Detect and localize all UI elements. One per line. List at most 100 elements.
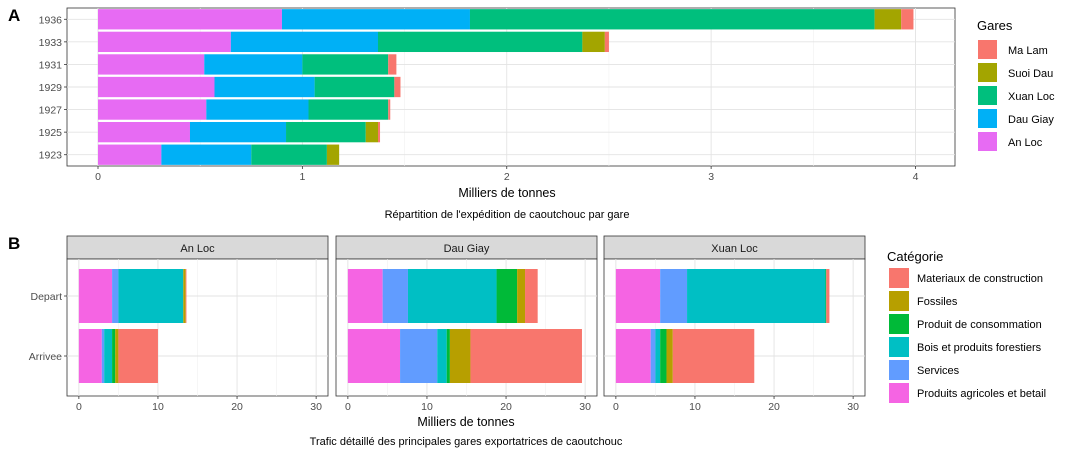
bar-1923-an-loc	[98, 144, 162, 165]
legend-label-xuan-loc: Xuan Loc	[1008, 91, 1055, 103]
panel-a-x-ticks: 0 1 2 3 4	[95, 166, 919, 183]
panel-a-bars	[98, 9, 914, 165]
legend-label-an-loc: An Loc	[1008, 137, 1043, 149]
facet-x-tick-label: 0	[345, 401, 351, 413]
panel-b-caption: Trafic détaillé des principales gares ex…	[310, 436, 623, 448]
panel-b: B An Loc 0 10 20 30 Dau Giay 0 10 20 30 Xuan Loc 0 1…	[8, 234, 1046, 448]
legend-swatch-ma-lam	[978, 40, 997, 59]
bar-1931-an-loc	[98, 54, 205, 75]
bar-an-loc-arrivee-produits-agricoles-et-betail	[78, 329, 102, 383]
bar-1936-suoi-dau	[874, 9, 902, 30]
bar-1923-suoi-dau	[326, 144, 340, 165]
bar-1925-ma-lam	[377, 121, 381, 143]
legend-label-ma-lam: Ma Lam	[1008, 45, 1048, 57]
bar-1936-ma-lam	[901, 9, 914, 30]
bar-xuan-loc-depart-produits-agricoles-et-betail	[615, 269, 661, 323]
facet-x-tick-label: 10	[152, 401, 164, 413]
panel-b-x-axis-label: Milliers de tonnes	[417, 415, 514, 429]
bar-an-loc-arrivee-services	[101, 329, 105, 383]
bar-1927-ma-lam	[388, 99, 391, 120]
panel-a-x-tick-label: 4	[913, 171, 919, 183]
panel-a-y-tick-label: 1933	[39, 37, 63, 49]
bar-1931-dau-giay	[204, 54, 303, 75]
bar-an-loc-depart-services	[112, 269, 119, 323]
panel-a-x-tick-label: 2	[504, 171, 510, 183]
bar-dau-giay-depart-produit-de-consommation	[496, 269, 518, 323]
facet-xuan-loc: Xuan Loc 0 10 20 30	[603, 235, 866, 413]
facet-x-tick-label: 20	[231, 401, 243, 413]
panel-a-y-tick-label: 1923	[39, 150, 63, 162]
bar-1929-an-loc	[98, 76, 215, 98]
facet-x-tick-label: 0	[76, 401, 82, 413]
facet-x-tick-label: 30	[310, 401, 322, 413]
bar-1933-suoi-dau	[582, 31, 605, 53]
bar-dau-giay-arrivee-bois-et-produits-forestiers	[437, 329, 447, 383]
bar-xuan-loc-depart-services	[660, 269, 688, 323]
panel-b-y-tick-label: Arrivee	[29, 351, 62, 363]
bar-an-loc-depart-materiaux-de-construction	[185, 269, 187, 323]
panel-b-y-ticks: Depart Arrivee	[29, 291, 67, 363]
panel-a-y-tick-label: 1931	[39, 59, 63, 71]
legend-label-materiaux-de-construction: Materiaux de construction	[917, 273, 1043, 285]
facet-an-loc: An Loc 0 10 20 30	[66, 235, 329, 413]
bar-dau-giay-depart-fossiles	[517, 269, 526, 323]
bar-xuan-loc-arrivee-services	[650, 329, 656, 383]
facet-x-tick-label: 10	[421, 401, 433, 413]
panel-b-legend-title: Catégorie	[887, 249, 943, 264]
panel-a-x-tick-label: 3	[708, 171, 714, 183]
panel-a-x-tick-label: 0	[95, 171, 101, 183]
bar-dau-giay-arrivee-produit-de-consommation	[446, 329, 450, 383]
bar-1936-an-loc	[98, 9, 282, 30]
bar-1923-dau-giay	[161, 144, 252, 165]
bar-an-loc-arrivee-fossiles	[115, 329, 119, 383]
panel-a-x-axis-label: Milliers de tonnes	[458, 186, 555, 200]
bar-1933-an-loc	[98, 31, 231, 53]
panel-b-tag: B	[8, 234, 20, 253]
bar-an-loc-arrivee-materiaux-de-construction	[118, 329, 158, 383]
legend-label-fossiles: Fossiles	[917, 296, 958, 308]
legend-label-dau-giay: Dau Giay	[1008, 114, 1054, 126]
legend-label-bois-et-produits-forestiers: Bois et produits forestiers	[917, 342, 1042, 354]
bar-1927-dau-giay	[206, 99, 309, 120]
panel-a-legend: Gares Ma Lam Suoi Dau Xuan Loc Dau Giay An L…	[977, 18, 1055, 151]
legend-label-produits-agricoles-et-betail: Produits agricoles et betail	[917, 388, 1046, 400]
panel-a-x-tick-label: 1	[299, 171, 305, 183]
legend-swatch-services	[889, 360, 909, 380]
bar-dau-giay-arrivee-services	[400, 329, 438, 383]
legend-swatch-produits-agricoles-et-betail	[889, 383, 909, 403]
bar-an-loc-arrivee-bois-et-produits-forestiers	[104, 329, 113, 383]
panel-a-y-tick-label: 1927	[39, 105, 63, 117]
panel-a-caption: Répartition de l'expédition de caoutchou…	[385, 209, 630, 221]
bar-xuan-loc-arrivee-produit-de-consommation	[660, 329, 667, 383]
bar-1933-xuan-loc	[377, 31, 583, 53]
panel-b-legend: Catégorie Materiaux de construction Fossi…	[887, 249, 1046, 403]
legend-swatch-produit-de-consommation	[889, 314, 909, 334]
bar-1936-dau-giay	[281, 9, 470, 30]
legend-swatch-suoi-dau	[978, 63, 997, 82]
panel-b-facets: An Loc 0 10 20 30 Dau Giay 0 10 20 30 Xuan Loc 0 10 2…	[66, 235, 866, 413]
bar-1931-ma-lam	[388, 54, 397, 75]
bar-dau-giay-arrivee-fossiles	[449, 329, 471, 383]
panel-a-legend-title: Gares	[977, 18, 1013, 33]
bar-dau-giay-depart-materiaux-de-construction	[525, 269, 538, 323]
facet-x-tick-label: 30	[579, 401, 591, 413]
bar-1931-xuan-loc	[302, 54, 389, 75]
bar-an-loc-depart-fossiles	[183, 269, 186, 323]
facet-strip-label: An Loc	[180, 243, 215, 255]
bar-dau-giay-arrivee-produits-agricoles-et-betail	[347, 329, 401, 383]
bar-xuan-loc-depart-produit-de-consommation	[825, 269, 827, 323]
bar-1933-ma-lam	[604, 31, 609, 53]
bar-1929-ma-lam	[394, 76, 401, 98]
bar-an-loc-arrivee-produit-de-consommation	[112, 329, 116, 383]
bar-xuan-loc-arrivee-produits-agricoles-et-betail	[615, 329, 651, 383]
bar-1933-dau-giay	[230, 31, 378, 53]
bar-1925-xuan-loc	[286, 121, 366, 143]
bar-xuan-loc-arrivee-fossiles	[666, 329, 673, 383]
legend-swatch-bois-et-produits-forestiers	[889, 337, 909, 357]
bar-1927-an-loc	[98, 99, 207, 120]
bar-1923-xuan-loc	[251, 144, 327, 165]
panel-a-y-tick-label: 1936	[39, 14, 63, 26]
bar-1929-dau-giay	[214, 76, 315, 98]
legend-swatch-an-loc	[978, 132, 997, 151]
